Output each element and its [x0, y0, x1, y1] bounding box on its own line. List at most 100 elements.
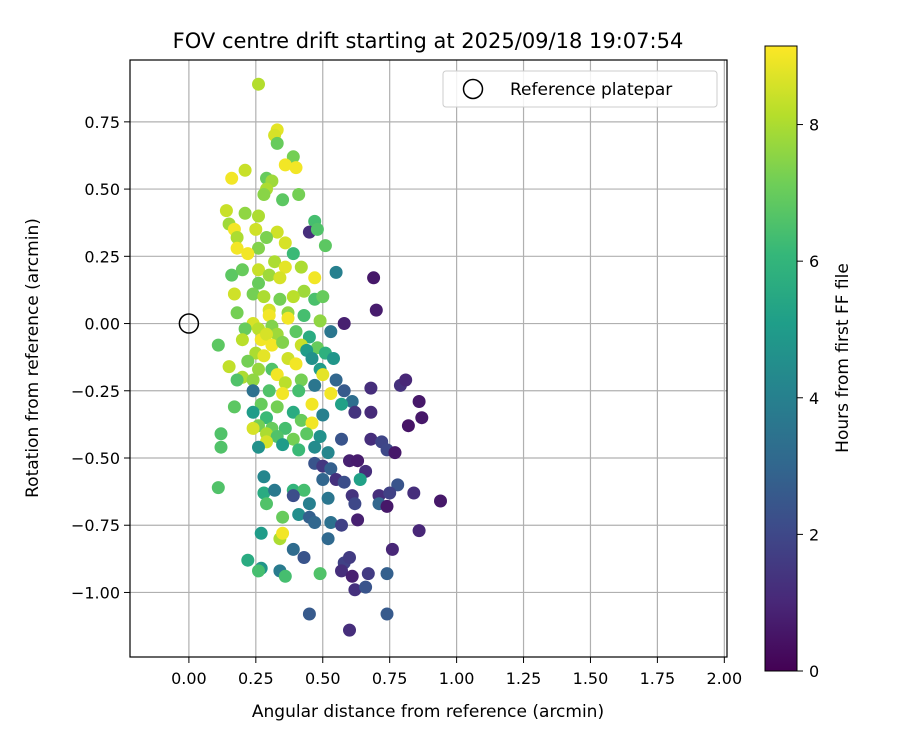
scatter-point [348, 497, 362, 511]
scatter-point [316, 368, 330, 382]
scatter-point [292, 443, 306, 457]
scatter-point [276, 526, 290, 540]
scatter-point [292, 188, 306, 201]
scatter-point [211, 338, 225, 352]
scatter-point [252, 440, 265, 454]
scatter-point [316, 290, 330, 304]
y-tick-label: 0.50 [84, 180, 120, 199]
scatter-point [281, 311, 295, 325]
scatter-point [257, 486, 271, 500]
scatter-point [249, 222, 263, 236]
scatter-point [367, 271, 381, 285]
scatter-point [262, 268, 276, 282]
scatter-point [257, 290, 271, 304]
scatter-point [294, 260, 308, 274]
scatter-point [345, 395, 359, 408]
scatter-point [230, 306, 244, 320]
scatter-point [321, 532, 335, 546]
scatter-point [225, 268, 239, 282]
scatter-point [412, 395, 426, 408]
y-axis-ticks: −1.00 −0.75 −0.50 −0.25 0.00 0.25 0.50 0.75 [71, 113, 130, 602]
scatter-point [254, 526, 268, 540]
scatter-point [329, 373, 343, 387]
x-axis-label: Angular distance from reference (arcmin) [252, 702, 604, 722]
y-tick-label: 0.00 [84, 315, 120, 334]
scatter-point [235, 263, 249, 277]
scatter-point [383, 486, 397, 500]
scatter-point [335, 397, 348, 411]
y-tick-label: −0.75 [71, 516, 120, 535]
scatter-point [252, 209, 265, 223]
scatter-point [302, 330, 316, 344]
scatter-point [297, 284, 311, 298]
scatter-point [310, 222, 324, 236]
scatter-point [297, 483, 311, 497]
scatter-point [308, 440, 322, 454]
scatter-point [335, 564, 348, 578]
x-tick-label: 0.25 [238, 669, 274, 688]
scatter-point [235, 333, 249, 347]
scatter-point [308, 378, 322, 392]
y-tick-label: −0.25 [71, 382, 120, 401]
scatter-point [351, 513, 365, 527]
scatter-point [230, 241, 244, 255]
scatter-point [292, 508, 306, 521]
scatter-point [260, 497, 273, 511]
scatter-point [302, 497, 316, 511]
colorbar: 0 2 4 6 8 Hours from first FF file [764, 45, 853, 681]
scatter-point [327, 352, 340, 365]
scatter-point [348, 583, 362, 597]
legend-marker [462, 78, 484, 100]
x-tick-label: 2.00 [707, 669, 743, 688]
x-axis-ticks: 0.00 0.25 0.50 0.75 1.00 1.25 1.50 1.75 2.00 [171, 657, 742, 688]
scatter-point [353, 473, 367, 486]
scatter-point [388, 446, 402, 460]
scatter-point [348, 405, 362, 419]
scatter-point [308, 271, 322, 285]
y-axis-label: Rotation from reference (arcmin) [23, 218, 43, 498]
scatter-point [385, 542, 399, 556]
scatter-point [343, 551, 356, 564]
scatter-point [246, 384, 260, 398]
reference-marker [178, 313, 200, 334]
scatter-point [246, 287, 260, 301]
y-tick-label: −0.50 [71, 449, 120, 468]
scatter-point [238, 322, 252, 336]
scatter-point [415, 411, 429, 425]
colorbar-tick-label: 2 [809, 525, 819, 544]
scatter-point [297, 309, 311, 322]
scatter-point [407, 486, 421, 500]
scatter-point [294, 413, 308, 427]
colorbar-ticks: 0 2 4 6 8 [797, 116, 819, 681]
scatter-point [286, 489, 300, 503]
scatter-point [268, 483, 282, 497]
scatter-point [308, 516, 322, 529]
scatter-point [276, 335, 290, 349]
scatter-point [380, 499, 394, 513]
grid-lines [130, 60, 727, 657]
scatter-point [292, 384, 306, 398]
scatter-point [268, 255, 282, 269]
x-tick-label: 0.50 [305, 669, 341, 688]
legend-label: Reference platepar [510, 80, 672, 100]
scatter-point [227, 287, 241, 301]
scatter-point [260, 231, 273, 244]
scatter-point [238, 206, 252, 220]
scatter-point [246, 373, 260, 387]
scatter-point [225, 171, 239, 185]
scatter-point [252, 276, 265, 290]
scatter-point [252, 362, 265, 376]
scatter-point [321, 491, 335, 505]
colorbar-gradient [764, 45, 798, 672]
scatter-point [286, 290, 300, 304]
scatter-point [270, 400, 284, 414]
scatter-point [211, 481, 225, 495]
scatter-point [257, 470, 271, 484]
scatter-point [214, 427, 228, 441]
scatter-point [214, 440, 228, 454]
scatter-point [359, 580, 373, 594]
scatter-point [343, 623, 356, 637]
scatter-point [241, 553, 255, 567]
scatter-point [270, 136, 284, 150]
